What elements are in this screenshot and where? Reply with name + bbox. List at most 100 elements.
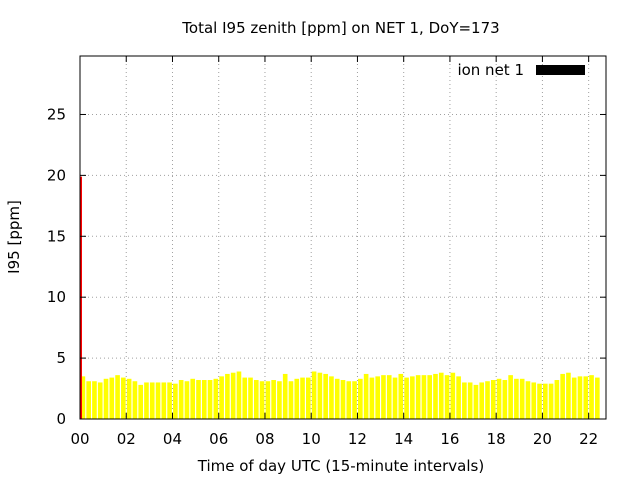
bar: [456, 376, 461, 419]
bar: [138, 384, 144, 419]
bar: [323, 373, 328, 419]
bar: [311, 371, 317, 419]
x-tick-label: 00: [70, 430, 89, 448]
bar: [167, 382, 172, 419]
bar: [173, 383, 178, 419]
x-tick-label: 08: [255, 430, 274, 448]
bar: [317, 372, 323, 419]
x-tick-label: 14: [394, 430, 413, 448]
grid: [80, 56, 606, 419]
y-tick-label: 0: [56, 410, 66, 428]
bar: [282, 373, 288, 419]
x-axis-label: Time of day UTC (15-minute intervals): [197, 457, 484, 475]
x-tick-label: 12: [348, 430, 367, 448]
bar: [248, 377, 253, 419]
bar: [583, 376, 589, 419]
x-tick-label: 18: [487, 430, 506, 448]
x-tick-label: 20: [533, 430, 552, 448]
bar: [207, 380, 213, 419]
bar: [271, 380, 276, 419]
bar: [306, 377, 311, 419]
bar: [161, 382, 167, 419]
bar: [358, 378, 363, 419]
bar: [259, 381, 265, 419]
bar: [92, 381, 97, 419]
bar: [265, 381, 271, 419]
bar: [109, 377, 115, 419]
bar: [190, 378, 196, 419]
bar: [531, 382, 537, 419]
bar: [537, 383, 542, 419]
bar: [80, 376, 86, 419]
bar: [363, 373, 369, 419]
bar: [213, 378, 219, 419]
bar: [560, 373, 565, 419]
bar: [421, 375, 427, 419]
y-tick-label: 5: [56, 349, 66, 367]
bar: [502, 380, 508, 419]
y-tick-label: 20: [47, 166, 66, 184]
bar: [184, 381, 190, 419]
x-tick-label: 06: [209, 430, 228, 448]
bar: [589, 375, 594, 419]
bar: [438, 372, 444, 419]
x-tick-label: 04: [163, 430, 182, 448]
legend-label: ion net 1: [457, 61, 524, 79]
bar: [178, 380, 184, 419]
x-tick-label: 02: [117, 430, 136, 448]
y-axis-label: I95 [ppm]: [5, 200, 23, 274]
bar: [381, 375, 386, 419]
x-tick-label: 10: [302, 430, 321, 448]
bar: [334, 378, 340, 419]
bar: [415, 375, 421, 419]
bar: [571, 377, 577, 419]
ticks: 0 5 10 15 20 25 00 02 04 06 08 10 12 14 16 18 20 22: [47, 56, 606, 448]
bar: [225, 373, 230, 419]
bar: [427, 375, 433, 419]
plot-frame: [79, 55, 607, 420]
bar: [473, 384, 479, 419]
bar: [450, 372, 456, 419]
bar: [155, 382, 161, 419]
bar: [115, 375, 120, 419]
bar: [375, 376, 380, 419]
bar: [548, 383, 554, 419]
bar: [103, 378, 109, 419]
bar: [144, 382, 149, 419]
bar: [490, 380, 496, 419]
bar: [300, 377, 305, 419]
y-tick-label: 25: [47, 105, 66, 123]
bar: [201, 380, 207, 419]
bar: [392, 377, 398, 419]
bar: [519, 378, 525, 419]
legend-swatch: [536, 65, 585, 75]
bar: [566, 372, 571, 419]
bar: [346, 381, 352, 419]
bar: [398, 373, 404, 419]
bar: [369, 377, 375, 419]
bar: [410, 376, 415, 419]
bar: [542, 383, 548, 419]
chart-title: Total I95 zenith [ppm] on NET 1, DoY=173: [181, 19, 499, 37]
bar: [219, 376, 224, 419]
bar: [196, 380, 201, 419]
x-tick-label: 22: [579, 430, 598, 448]
bar: [508, 375, 513, 419]
legend: ion net 1: [457, 61, 585, 79]
bar: [467, 382, 473, 419]
x-tick-label: 16: [440, 430, 459, 448]
bar: [253, 380, 259, 419]
bar: [577, 376, 583, 419]
bar: [132, 381, 138, 419]
bar: [236, 371, 242, 419]
bar: [514, 378, 519, 419]
bar: [329, 376, 334, 419]
bar: [242, 377, 248, 419]
bar: [462, 382, 467, 419]
bar: [149, 382, 155, 419]
bar: [485, 381, 490, 419]
bar: [288, 381, 294, 419]
bar: [121, 377, 126, 419]
bar: [86, 381, 91, 419]
bar: [277, 381, 282, 419]
